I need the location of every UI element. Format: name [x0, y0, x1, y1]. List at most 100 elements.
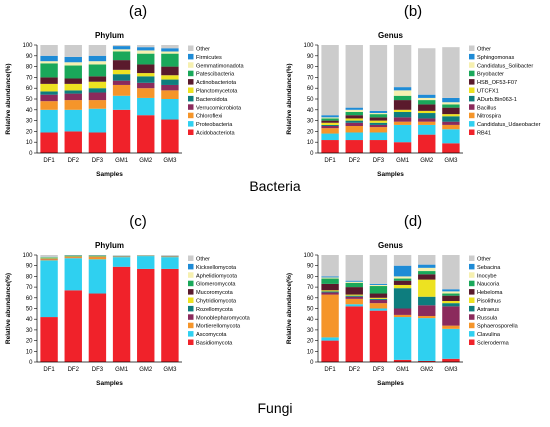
x-tick-label: GM3 — [163, 367, 177, 373]
bar-segment-candidatus-solibacter — [346, 110, 363, 112]
bar-segment-basidiomycota — [89, 294, 106, 362]
y-axis-label: Relative abundance(%) — [286, 63, 293, 134]
y-tick-label: 20 — [307, 129, 314, 135]
y-tick-label: 100 — [303, 43, 314, 49]
bar-segment-adurb-bin063-1 — [442, 116, 459, 121]
bar-segment-gemmatimonadota — [65, 62, 82, 65]
bar-segment-chytridiomycota — [89, 256, 106, 257]
bar-segment-chloroflexi — [89, 100, 106, 109]
bar-segment-basidiomycota — [161, 269, 178, 362]
bar-segment-proteobacteria — [161, 99, 178, 120]
panel-letter-c: (c) — [129, 213, 147, 230]
bar-segment-other — [40, 45, 57, 56]
chart-title: Phylum — [95, 241, 124, 250]
bar-segment-ascomycota — [137, 256, 154, 269]
bar-segment-rb41 — [321, 140, 338, 153]
bar-segment-ascomycota — [40, 260, 57, 317]
bar-segment-inocybe — [418, 268, 435, 271]
bar-segment-actinobacteriota — [89, 76, 106, 81]
bar-segment-candidatus-solibacter — [418, 98, 435, 100]
legend-label: Bacillus — [477, 105, 496, 111]
bar-segment-nitrospira — [394, 122, 411, 125]
bar-segment-other — [442, 255, 459, 289]
bar-segment-acidobacteriota — [65, 131, 82, 153]
y-tick-label: 50 — [26, 307, 33, 313]
bar-segment-russula — [370, 300, 387, 303]
bar-segment-chloroflexi — [65, 100, 82, 110]
y-tick-label: 0 — [29, 151, 33, 157]
bar-segment-rb41 — [442, 143, 459, 153]
bar-segment-planctomycetota — [161, 75, 178, 79]
x-axis-label: Samples — [96, 380, 123, 387]
legend-label: Pisolithus — [477, 299, 501, 305]
y-tick-label: 10 — [26, 349, 33, 355]
bar-segment-ascomycota — [161, 257, 178, 269]
legend-label: Chytridiomycota — [196, 299, 237, 305]
bar-segment-pisolithus — [442, 301, 459, 303]
bar-segment-clavulina — [442, 329, 459, 359]
bar-segment-actinobacteriota — [40, 77, 57, 83]
legend-label: Mucoromycota — [196, 290, 234, 296]
y-tick-label: 20 — [26, 339, 33, 345]
y-tick-label: 10 — [307, 349, 314, 355]
bar-segment-actinobacteriota — [113, 60, 130, 70]
legend-label: Bryobacter — [477, 72, 504, 78]
legend-label: Gemmatimonadota — [196, 63, 244, 69]
legend-label: Bacteroidota — [196, 97, 228, 103]
legend-swatch — [188, 54, 194, 60]
bar-segment-candidatus-solibacter — [442, 102, 459, 104]
bar-segment-mortierellomycota — [65, 257, 82, 258]
bar-segment-utcfx1 — [442, 114, 459, 116]
bar-segment-proteobacteria — [40, 110, 57, 133]
bar-segment-other — [370, 45, 387, 111]
x-tick-label: GM3 — [444, 367, 458, 373]
x-tick-label: DF2 — [68, 367, 80, 373]
bar-segment-naucoria — [370, 286, 387, 293]
legend-label: Russula — [477, 315, 498, 321]
x-axis-label: Samples — [96, 171, 123, 178]
y-tick-label: 60 — [307, 296, 314, 302]
bar-segment-other — [321, 255, 338, 276]
legend-swatch — [188, 306, 194, 312]
legend-label: Patescibacteria — [196, 72, 235, 78]
bar-segment-rb41 — [346, 140, 363, 153]
bar-segment-pisolithus — [321, 290, 338, 291]
bar-segment-basidiomycota — [40, 317, 57, 362]
legend-label: Firmicutes — [196, 55, 222, 61]
legend-swatch — [188, 289, 194, 295]
legend-label: Naucoria — [477, 282, 500, 288]
bar-segment-hebeloma — [418, 274, 435, 279]
bar-segment-ascomycota — [89, 259, 106, 293]
y-tick-label: 70 — [307, 75, 314, 81]
legend-swatch — [469, 306, 475, 312]
x-tick-label: DF1 — [43, 367, 55, 373]
y-tick-label: 100 — [22, 253, 33, 259]
bar-segment-nitrospira — [370, 127, 387, 132]
bar-segment-utcfx1 — [346, 118, 363, 120]
y-tick-label: 30 — [307, 119, 314, 125]
bar-segment-verrucomicrobiota — [113, 81, 130, 85]
legend-label: Other — [196, 47, 210, 53]
panel-letter-a: (a) — [129, 3, 147, 20]
bar-segment-sebacina — [370, 284, 387, 285]
legend-label: Other — [477, 257, 491, 263]
bar-segment-other — [113, 45, 130, 46]
bar-segment-hebeloma — [442, 296, 459, 301]
x-tick-label: GM1 — [115, 367, 129, 373]
bar-segment-patescibacteria — [161, 54, 178, 67]
y-tick-label: 0 — [310, 360, 314, 366]
bar-segment-patescibacteria — [65, 66, 82, 79]
bar-segment-sphaerosporella — [321, 295, 338, 338]
y-tick-label: 60 — [26, 86, 33, 92]
legend-label: Other — [196, 257, 210, 263]
bar-segment-acidobacteriota — [40, 132, 57, 153]
bar-segment-bacteroidota — [161, 80, 178, 85]
y-tick-label: 30 — [26, 328, 33, 334]
bar-segment-sebacina — [321, 276, 338, 277]
legend-label: ADurb.Bin063-1 — [477, 97, 517, 103]
bar-segment-candidatus-udaeobacter — [321, 134, 338, 140]
